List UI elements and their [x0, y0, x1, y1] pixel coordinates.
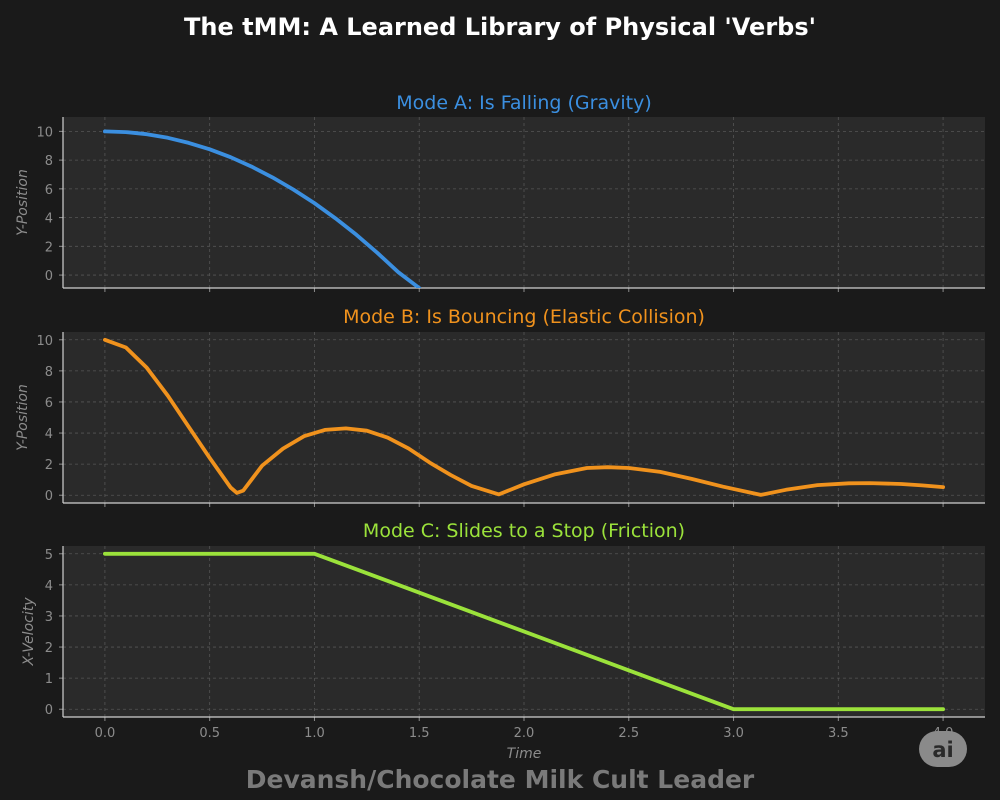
panel-1-ylabel: Y-Position: [15, 384, 31, 451]
panel-0: 0 2 4 6 8 10 Mode A: Is Falling (Gravity) Y-Pos…: [15, 92, 985, 292]
panel-2-xlabel: Time: [507, 746, 542, 762]
panel-2-xtick-label-5: 2.5: [618, 726, 639, 741]
panel-2-series-0-line: [103, 551, 945, 712]
panel-2-ytick-label-0: 0: [45, 703, 53, 718]
panel-2-title: Mode C: Slides to a Stop (Friction): [363, 520, 685, 542]
panel-2-ytick-label-5: 5: [45, 548, 53, 563]
panel-2-xtick-label-7: 3.5: [828, 726, 849, 741]
panel-1-series-0-line: [103, 337, 945, 497]
panel-0-ytick-label-3: 6: [45, 183, 53, 198]
panel-1-ytick-label-5: 10: [36, 334, 53, 349]
panel-2-ytick-label-2: 2: [45, 641, 53, 656]
panel-2-xtick-label-4: 2.0: [514, 726, 535, 741]
panel-0-ytick-label-0: 0: [45, 269, 53, 284]
panel-1-ytick-label-1: 2: [45, 458, 53, 473]
panel-2-xtick-label-1: 0.5: [199, 726, 220, 741]
panel-0-ylabel: Y-Position: [15, 169, 31, 236]
panel-2-xtick-label-3: 1.5: [409, 726, 430, 741]
panel-2-ylabel: X-Velocity: [21, 597, 37, 667]
panel-2-ytick-label-4: 4: [45, 579, 53, 594]
ai-logo-text: ai: [932, 738, 953, 762]
panel-1: 0 2 4 6 8 10 Mode B: Is Bouncing (Elastic Coll…: [15, 306, 985, 507]
panel-2-xtick-label-0: 0.0: [95, 726, 116, 741]
ai-logo-badge: [919, 731, 967, 767]
ai-logo: ai: [919, 731, 967, 767]
figure-title: The tMM: A Learned Library of Physical '…: [184, 13, 816, 41]
panel-1-ytick-label-2: 4: [45, 427, 53, 442]
panel-0-ytick-label-4: 8: [45, 154, 53, 169]
panel-2-xtick-label-2: 1.0: [304, 726, 325, 741]
panel-0-title: Mode A: Is Falling (Gravity): [396, 92, 651, 114]
panel-0-ytick-label-5: 10: [36, 125, 53, 140]
panel-0-ytick-label-1: 2: [45, 240, 53, 255]
panel-0-series-0-line: [103, 129, 422, 288]
panel-2-ytick-label-1: 1: [45, 672, 53, 687]
panel-1-ytick-label-4: 8: [45, 365, 53, 380]
panel-2-xtick-label-6: 3.0: [723, 726, 744, 741]
panel-1-title: Mode B: Is Bouncing (Elastic Collision): [343, 306, 705, 328]
panel-2-ytick-label-3: 3: [45, 610, 53, 625]
panel-1-ytick-label-0: 0: [45, 489, 53, 504]
panel-1-ytick-label-3: 6: [45, 396, 53, 411]
panel-0-ytick-label-2: 4: [45, 212, 53, 227]
footer-credit: Devansh/Chocolate Milk Cult Leader: [246, 765, 755, 794]
